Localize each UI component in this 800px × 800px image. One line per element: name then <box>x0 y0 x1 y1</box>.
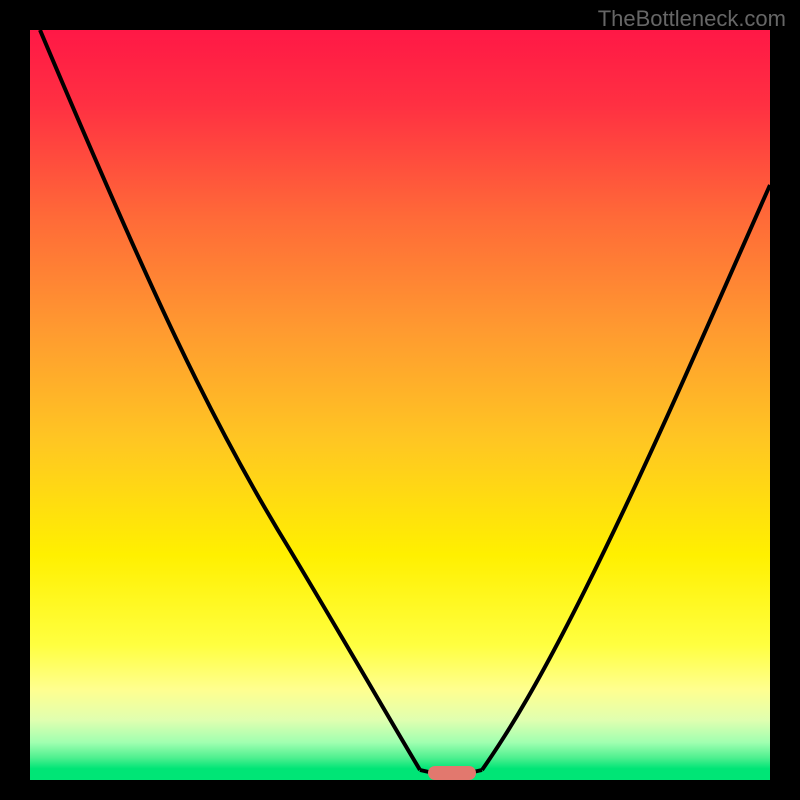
bottleneck-marker <box>428 766 476 780</box>
curve-right <box>482 185 770 770</box>
watermark-text: TheBottleneck.com <box>598 6 786 32</box>
plot-area <box>30 30 770 780</box>
bottleneck-curves <box>30 30 770 780</box>
curve-left <box>40 30 420 770</box>
